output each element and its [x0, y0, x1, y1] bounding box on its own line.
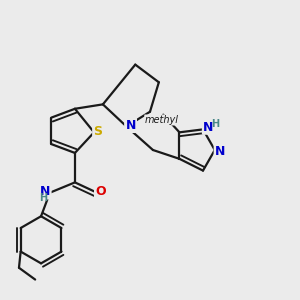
Text: O: O: [95, 185, 106, 198]
Text: N: N: [203, 121, 214, 134]
Text: N: N: [40, 185, 50, 198]
Text: methyl: methyl: [145, 115, 179, 125]
Text: N: N: [125, 119, 136, 132]
Text: S: S: [93, 125, 102, 138]
Text: N: N: [215, 145, 225, 158]
Text: H: H: [211, 119, 219, 129]
Text: H: H: [39, 193, 47, 203]
